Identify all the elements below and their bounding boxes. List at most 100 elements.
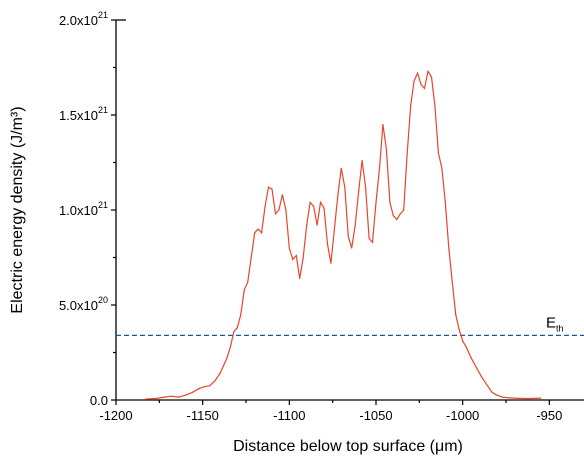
- series-point: [281, 194, 283, 196]
- series-point: [261, 232, 263, 234]
- series-point: [351, 247, 353, 249]
- series-point: [486, 384, 488, 386]
- series-point: [306, 224, 308, 226]
- plot-area: [115, 19, 584, 401]
- series-point: [451, 281, 453, 283]
- series-point: [177, 396, 179, 398]
- series-point: [247, 281, 249, 283]
- series-point: [375, 201, 377, 203]
- x-tick-label: -950: [536, 408, 562, 423]
- series-point: [316, 224, 318, 226]
- series-point: [155, 397, 157, 400]
- series-point: [491, 391, 493, 393]
- series-point: [420, 84, 422, 86]
- series-point: [406, 152, 408, 154]
- series-point: [470, 357, 472, 359]
- series-point: [462, 340, 464, 342]
- series-point: [444, 201, 446, 203]
- y-tick-label: 5.0x1020: [59, 295, 108, 313]
- series-point: [337, 194, 339, 196]
- series-point: [163, 396, 166, 398]
- series-point: [292, 258, 294, 260]
- series-point: [170, 395, 173, 397]
- series-point: [326, 243, 329, 245]
- series-point: [250, 256, 252, 259]
- series-point: [278, 209, 280, 211]
- y-tick-label: 0.0: [90, 393, 108, 408]
- series-point: [295, 255, 297, 257]
- x-tick-label: -1200: [99, 408, 132, 423]
- series-point: [274, 213, 277, 215]
- series-point: [410, 104, 412, 107]
- series-point: [434, 104, 436, 107]
- threshold-label-sub: th: [556, 323, 564, 333]
- series-point: [340, 167, 342, 169]
- series-point: [313, 205, 315, 207]
- series-point: [430, 76, 433, 78]
- series-point: [267, 186, 270, 188]
- x-tick-label: -1100: [273, 408, 305, 423]
- series-point: [347, 236, 349, 238]
- series-point: [209, 385, 211, 387]
- series-point: [257, 228, 259, 230]
- series-line-energy-density: [145, 69, 541, 400]
- series-point: [496, 394, 498, 396]
- series-point: [299, 277, 301, 279]
- series-point: [403, 209, 405, 211]
- series-point: [229, 346, 231, 348]
- series-point: [458, 329, 460, 331]
- series-point: [455, 313, 457, 316]
- series-point: [368, 237, 370, 240]
- series-point: [365, 186, 367, 188]
- y-tick-label: 1.5x1021: [59, 105, 108, 123]
- series-point: [319, 201, 322, 203]
- threshold-label-main: E: [546, 314, 556, 331]
- x-tick-label: -1050: [359, 408, 392, 423]
- series-point: [254, 232, 256, 234]
- x-tick-label: -1000: [446, 408, 479, 423]
- series-point: [361, 160, 363, 162]
- series-point: [371, 241, 374, 243]
- series-point: [441, 167, 443, 169]
- series-point: [344, 186, 346, 188]
- series-point: [507, 397, 509, 399]
- series-point: [236, 327, 238, 329]
- series-point: [392, 215, 394, 217]
- series-point: [226, 357, 228, 359]
- series-point: [448, 247, 450, 249]
- series-point: [219, 372, 221, 374]
- x-axis-title: Distance below top surface (μm): [233, 438, 463, 455]
- series-point: [396, 218, 398, 221]
- series-point: [423, 87, 426, 89]
- series-point: [233, 331, 235, 333]
- series-points: [144, 70, 542, 400]
- series-point: [243, 289, 245, 291]
- series-point: [309, 201, 311, 203]
- series-point: [399, 213, 401, 215]
- series-point: [413, 80, 415, 82]
- series-point: [330, 262, 332, 264]
- series-point: [540, 397, 542, 399]
- y-tick-label: 2.0x1021: [59, 10, 108, 28]
- series-point: [385, 148, 387, 150]
- series-point: [191, 391, 193, 393]
- series-point: [323, 207, 325, 209]
- x-ticks: -1200 -1150 -1100 -1050 -1000 -950: [99, 400, 562, 423]
- series-point: [382, 123, 384, 126]
- series-point: [501, 396, 504, 398]
- y-ticks: 0.0 5.0x1020 1.0x1021 1.5x1021 2.0x1021: [59, 10, 116, 408]
- series-point: [264, 205, 266, 207]
- threshold-label: Eth: [546, 314, 564, 333]
- series-point: [214, 380, 216, 382]
- x-tick-label: -1150: [187, 408, 219, 423]
- series-point: [144, 398, 147, 400]
- series-point: [531, 397, 533, 400]
- series-point: [198, 388, 200, 390]
- series-point: [427, 70, 429, 72]
- series-point: [285, 209, 287, 211]
- series-point: [437, 152, 439, 154]
- series-point: [389, 201, 391, 203]
- y-tick-label: 1.0x1021: [59, 200, 108, 218]
- series-point: [378, 167, 381, 169]
